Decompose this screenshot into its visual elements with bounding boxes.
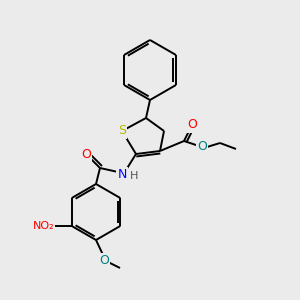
Text: O: O [81,148,91,160]
Text: O: O [187,118,197,131]
Text: O: O [99,254,109,266]
Text: NO₂: NO₂ [33,221,55,231]
Text: O: O [197,140,207,154]
Text: N: N [117,167,127,181]
Text: H: H [130,171,138,181]
Text: S: S [118,124,126,137]
